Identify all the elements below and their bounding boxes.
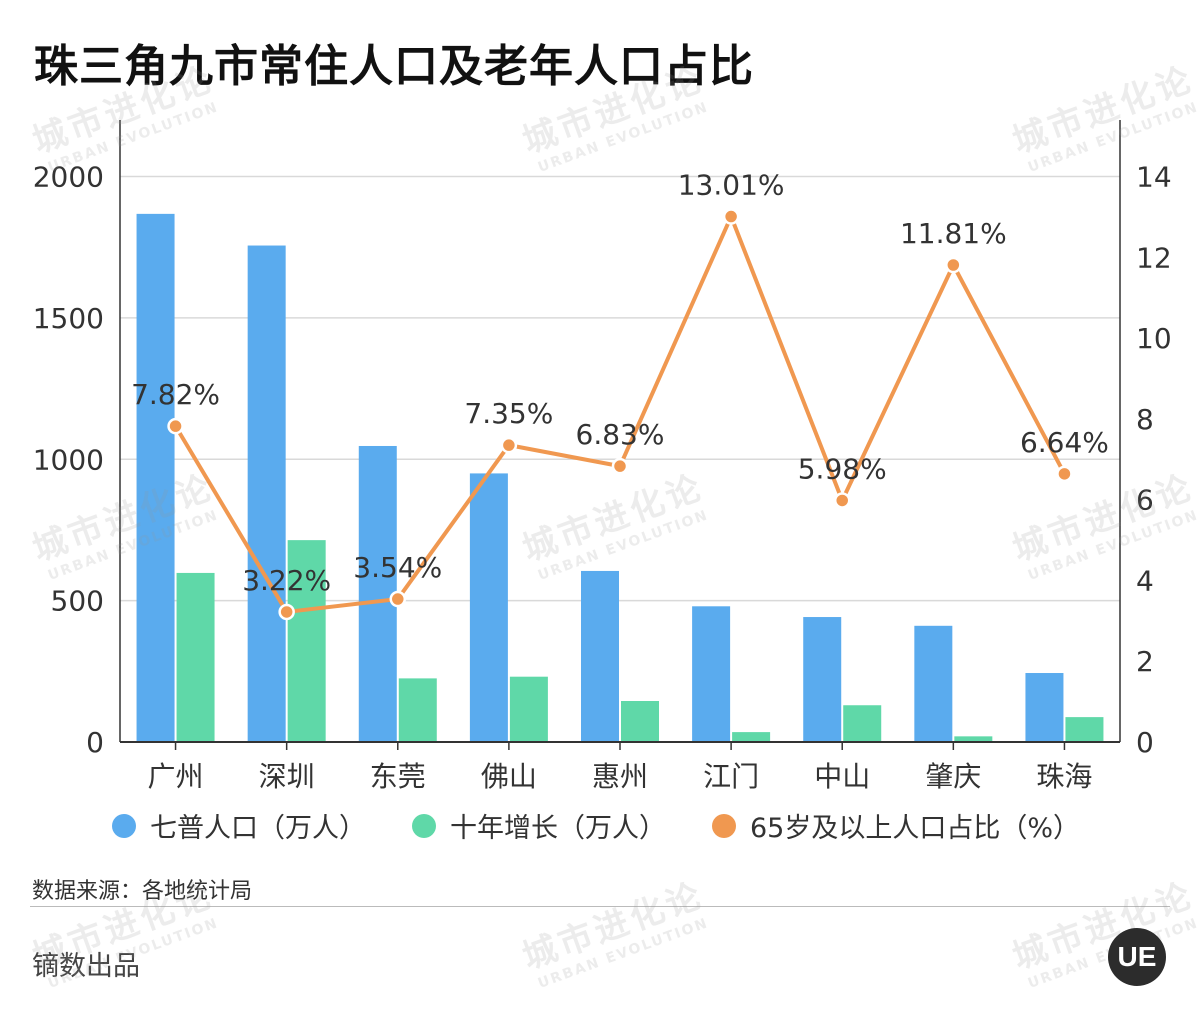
bar-growth bbox=[1065, 717, 1104, 742]
bar-population bbox=[803, 617, 842, 742]
x-tick-label: 中山 bbox=[814, 760, 870, 793]
x-tick-label: 肇庆 bbox=[925, 760, 981, 793]
y-left-tick-label: 0 bbox=[86, 726, 104, 759]
data-label-elderly: 6.64% bbox=[1020, 426, 1109, 459]
point-elderly bbox=[945, 256, 962, 274]
data-label-elderly: 3.22% bbox=[242, 564, 331, 597]
y-right-tick-label: 14 bbox=[1136, 161, 1172, 194]
legend-label-population: 七普人口（万人） bbox=[150, 813, 366, 844]
y-left-tick-label: 500 bbox=[51, 585, 104, 618]
combo-chart: 0 500 1000 1500 2000 0 2 4 6 8 10 12 14 广州 深圳 东莞 佛山 惠州 江门 中… bbox=[33, 120, 1172, 793]
data-label-elderly: 3.54% bbox=[353, 551, 442, 584]
y-right-tick-label: 8 bbox=[1136, 403, 1154, 436]
point-elderly bbox=[611, 457, 629, 475]
point-elderly bbox=[167, 417, 184, 435]
credit-text: 镝数出品 bbox=[32, 951, 140, 982]
source-note: 数据来源：各地统计局 bbox=[32, 879, 253, 904]
legend-label-elderly: 65岁及以上人口占比（%） bbox=[750, 813, 1081, 844]
point-elderly bbox=[389, 590, 407, 608]
data-label-elderly: 11.81% bbox=[900, 217, 1007, 250]
bar-growth bbox=[954, 736, 993, 742]
legend-swatch-growth bbox=[412, 813, 436, 838]
bar-growth bbox=[621, 701, 659, 742]
legend-item-growth: 十年增长（万人） bbox=[412, 806, 666, 845]
legend-swatch-elderly bbox=[712, 813, 736, 838]
point-elderly bbox=[833, 492, 851, 509]
bar-growth bbox=[843, 705, 882, 742]
point-elderly bbox=[500, 436, 518, 454]
bar-growth bbox=[509, 676, 548, 742]
legend-item-population: 七普人口（万人） bbox=[112, 806, 366, 845]
data-label-elderly: 13.01% bbox=[678, 169, 785, 202]
x-tick-label: 佛山 bbox=[481, 760, 537, 793]
legend-swatch-population bbox=[112, 813, 136, 838]
bar-growth bbox=[398, 678, 437, 742]
bar-population bbox=[914, 625, 953, 742]
bar-growth bbox=[732, 732, 771, 742]
bar-population bbox=[247, 245, 286, 742]
y-left-tick-label: 2000 bbox=[33, 161, 104, 194]
x-tick-label: 广州 bbox=[148, 760, 204, 793]
brand-logo: UE bbox=[1108, 928, 1166, 986]
point-elderly bbox=[722, 208, 740, 225]
bar-population bbox=[136, 213, 175, 742]
legend: 七普人口（万人） 十年增长（万人） 65岁及以上人口占比（%） bbox=[0, 806, 1200, 846]
y-left-tick-label: 1000 bbox=[33, 443, 104, 476]
bar-population bbox=[1025, 673, 1064, 742]
point-elderly bbox=[1056, 465, 1073, 483]
y-left-tick-label: 1500 bbox=[33, 302, 104, 335]
bar-growth bbox=[287, 540, 326, 742]
legend-item-elderly: 65岁及以上人口占比（%） bbox=[712, 806, 1080, 845]
bar-population bbox=[692, 606, 731, 742]
data-label-elderly: 6.83% bbox=[576, 418, 665, 451]
y-right-tick-label: 2 bbox=[1136, 645, 1154, 678]
chart-title: 珠三角九市常住人口及老年人口占比 bbox=[34, 41, 754, 92]
x-tick-label: 江门 bbox=[703, 760, 759, 793]
data-label-elderly: 7.35% bbox=[464, 397, 553, 430]
point-elderly bbox=[278, 603, 295, 621]
y-right-tick-label: 6 bbox=[1136, 484, 1154, 517]
y-right-tick-label: 12 bbox=[1136, 241, 1172, 274]
bar-growth bbox=[176, 572, 215, 742]
bar-population bbox=[469, 473, 508, 742]
footer-divider bbox=[30, 906, 1170, 907]
data-label-elderly: 5.98% bbox=[798, 452, 887, 485]
legend-label-growth: 十年增长（万人） bbox=[450, 813, 666, 844]
y-right-tick-label: 10 bbox=[1136, 322, 1172, 355]
x-tick-label: 深圳 bbox=[259, 760, 315, 793]
x-tick-label: 东莞 bbox=[370, 760, 426, 793]
y-right-tick-label: 0 bbox=[1136, 726, 1154, 759]
bar-population bbox=[358, 445, 397, 742]
y-right-tick-label: 4 bbox=[1136, 564, 1154, 597]
x-tick-label: 惠州 bbox=[592, 760, 648, 793]
data-label-elderly: 7.82% bbox=[131, 378, 220, 411]
bar-population bbox=[581, 570, 619, 742]
x-tick-label: 珠海 bbox=[1036, 760, 1092, 793]
